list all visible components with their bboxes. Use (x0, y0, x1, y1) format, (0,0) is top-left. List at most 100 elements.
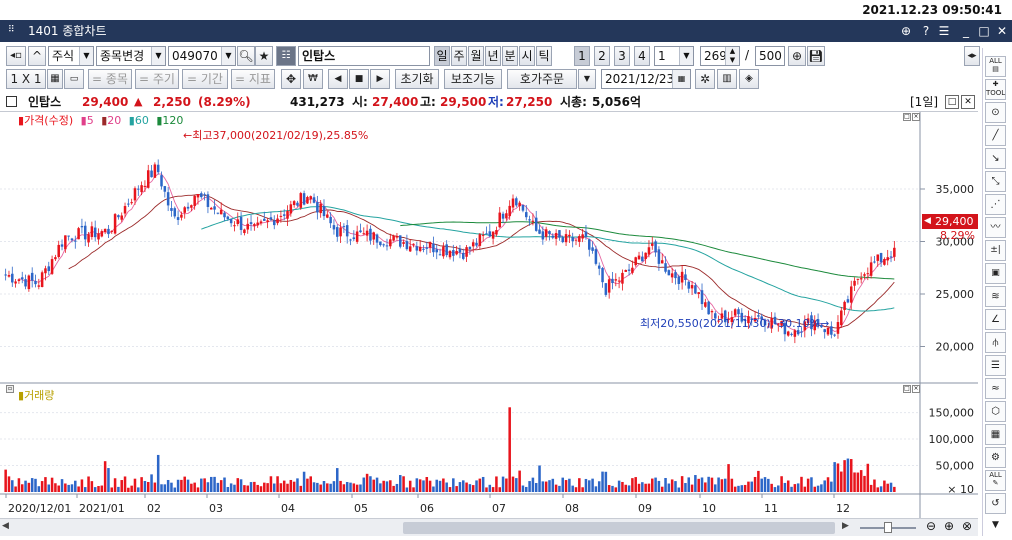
close-chart-icon[interactable]: ✕ (961, 95, 975, 109)
price-chart[interactable]: 2020/12/01 2021/01 02 03 04 05 06 07 08 09 10 11 12 … (0, 112, 978, 518)
x-tick-label: 2021/01 (79, 502, 125, 515)
volume-bar (27, 482, 31, 492)
period-sync-button[interactable]: = 기간 (182, 69, 228, 89)
aux-function-button[interactable]: 보조기능 (444, 69, 502, 89)
period-num-4[interactable]: 4 (634, 46, 650, 66)
multi-line-tool-icon[interactable]: ⋰ (985, 194, 1006, 215)
grid-icon[interactable]: ▦ (47, 69, 63, 89)
horizontal-line-tool-icon[interactable]: ±| (985, 240, 1006, 261)
candle-body (276, 218, 279, 224)
indicator-icon[interactable]: ◈ (739, 69, 759, 89)
stock-info-icon[interactable]: ☷ (276, 46, 296, 66)
order-button[interactable]: 호가주문 (507, 69, 577, 89)
ray-tool-icon[interactable]: ↘ (985, 148, 1006, 169)
curve-tool-icon[interactable]: ≈ (985, 378, 1006, 399)
date-input[interactable]: 2021/12/23 ▦ (601, 69, 691, 89)
scroll-left-icon[interactable]: ◀ (328, 69, 348, 89)
undo-tool-icon[interactable]: ↺ (985, 493, 1006, 514)
close-button[interactable]: ✕ (996, 24, 1008, 38)
add-window-icon[interactable]: ⊕ (788, 46, 806, 66)
horizontal-scrollbar[interactable]: ◀ ▶ ⊖ ⊕ ⊗ (0, 518, 978, 536)
move-icon[interactable]: ✥ (281, 69, 301, 89)
pattern-tool-icon[interactable]: ▣ (985, 263, 1006, 284)
crosshair-tool-icon[interactable]: ⊙ (985, 102, 1006, 123)
left-panel-toggle-icon[interactable]: ◂▫ (6, 46, 26, 66)
stock-code-input[interactable]: 049070 ▼ (168, 46, 236, 66)
currency-icon[interactable]: ₩ (303, 69, 323, 89)
index-sync-button[interactable]: = 지표 (231, 69, 275, 89)
period-day[interactable]: 일 (434, 46, 450, 66)
volume-pane-max-icon[interactable]: □ (903, 385, 911, 393)
select-all-tool-icon[interactable]: ALL ▤ (985, 56, 1006, 77)
volume-bar (584, 478, 588, 492)
grid-tool-icon[interactable]: ▦ (985, 424, 1006, 445)
save-icon[interactable]: 💾︎ (807, 46, 825, 66)
zoom-out-icon[interactable]: ⊖ (926, 519, 937, 533)
zoom-in-icon[interactable]: ⊕ (944, 519, 955, 533)
scroll-right-icon[interactable]: ▶ (370, 69, 390, 89)
pin-icon[interactable]: ⊕ (900, 24, 912, 38)
candle-body (677, 276, 681, 285)
reset-button[interactable]: 초기화 (395, 69, 439, 89)
up-arrow-button[interactable]: ^ (28, 46, 46, 66)
fibonacci-tool-icon[interactable]: ☰ (985, 355, 1006, 376)
trend-tool-icon[interactable]: ⤡ (985, 171, 1006, 192)
period-num-2[interactable]: 2 (594, 46, 610, 66)
volume-bar (614, 487, 618, 492)
period-num-1[interactable]: 1 (574, 46, 590, 66)
cycle-sync-button[interactable]: = 주기 (135, 69, 179, 89)
angle-tool-icon[interactable]: ∠ (985, 309, 1006, 330)
stock-sync-button[interactable]: = 종목 (88, 69, 132, 89)
delete-all-tool-icon[interactable]: ALL ✎ (985, 470, 1006, 491)
period-tick[interactable]: 틱 (536, 46, 552, 66)
volume-pane-handle-icon[interactable]: ▫ (6, 385, 14, 393)
volume-bar (677, 487, 681, 492)
market-select[interactable]: 주식 ▼ (48, 46, 94, 66)
period-month[interactable]: 월 (468, 46, 484, 66)
settings-icon[interactable]: ✲ (695, 69, 715, 89)
period-week[interactable]: 주 (451, 46, 467, 66)
checkbox[interactable] (6, 96, 17, 107)
pane-close-icon[interactable]: × (912, 113, 920, 121)
count-stepper[interactable]: 269 ▲ ▼ (700, 46, 740, 66)
volume-bar (525, 486, 528, 492)
line-tool-icon[interactable]: ╱ (985, 125, 1006, 146)
order-dropdown-icon[interactable]: ▼ (578, 69, 596, 89)
maximize-chart-icon[interactable]: □ (945, 95, 959, 109)
minimize-button[interactable]: _ (963, 24, 969, 38)
multi-window-icon[interactable]: ▭ (64, 69, 84, 89)
stock-change-select[interactable]: 종목변경 ▼ (96, 46, 166, 66)
period-year[interactable]: 년 (485, 46, 501, 66)
scroll-left-arrow-icon[interactable]: ◀ (2, 521, 9, 531)
maximize-button[interactable]: □ (978, 24, 990, 38)
zoom-slider-handle[interactable] (884, 522, 892, 533)
help-icon[interactable]: ? (922, 24, 930, 38)
stop-icon[interactable]: ■ (349, 69, 369, 89)
max-count-field[interactable]: 500 (755, 46, 785, 66)
pane-max-icon[interactable]: □ (903, 113, 911, 121)
interval-select[interactable]: 1 ▼ (654, 46, 694, 66)
menu-icon[interactable]: ☰ (938, 24, 950, 38)
period-hour[interactable]: 시 (519, 46, 535, 66)
scroll-thumb[interactable] (403, 522, 835, 534)
zoom-fit-icon[interactable]: ⊗ (962, 519, 973, 533)
fan-tool-icon[interactable]: ⫛ (985, 332, 1006, 353)
chart-config-icon[interactable]: ▥ (717, 69, 737, 89)
period-num-3[interactable]: 3 (614, 46, 630, 66)
tool-menu-icon[interactable]: ✚ TOOL (985, 79, 1006, 100)
scroll-right-arrow-icon[interactable]: ▶ (842, 521, 849, 531)
search-icon[interactable]: 🔍︎ (237, 46, 255, 66)
volume-bar (299, 485, 303, 492)
layout-button[interactable]: 1 X 1 (6, 69, 46, 89)
shape-tool-icon[interactable]: ⬡ (985, 401, 1006, 422)
panel-arrows-icon[interactable]: ◂▸ (964, 46, 980, 66)
chevron-down-icon: ▼ (679, 47, 693, 65)
volume-pane-close-icon[interactable]: × (912, 385, 920, 393)
config-tool-icon[interactable]: ⚙ (985, 447, 1006, 468)
period-minute[interactable]: 분 (502, 46, 518, 66)
star-icon[interactable]: ★ (255, 46, 273, 66)
channel-tool-icon[interactable]: ≋ (985, 286, 1006, 307)
wave-tool-icon[interactable]: 〰 (985, 217, 1006, 238)
tool-scroll-down-icon[interactable]: ▼ (992, 520, 999, 530)
volume-bar (531, 477, 535, 492)
